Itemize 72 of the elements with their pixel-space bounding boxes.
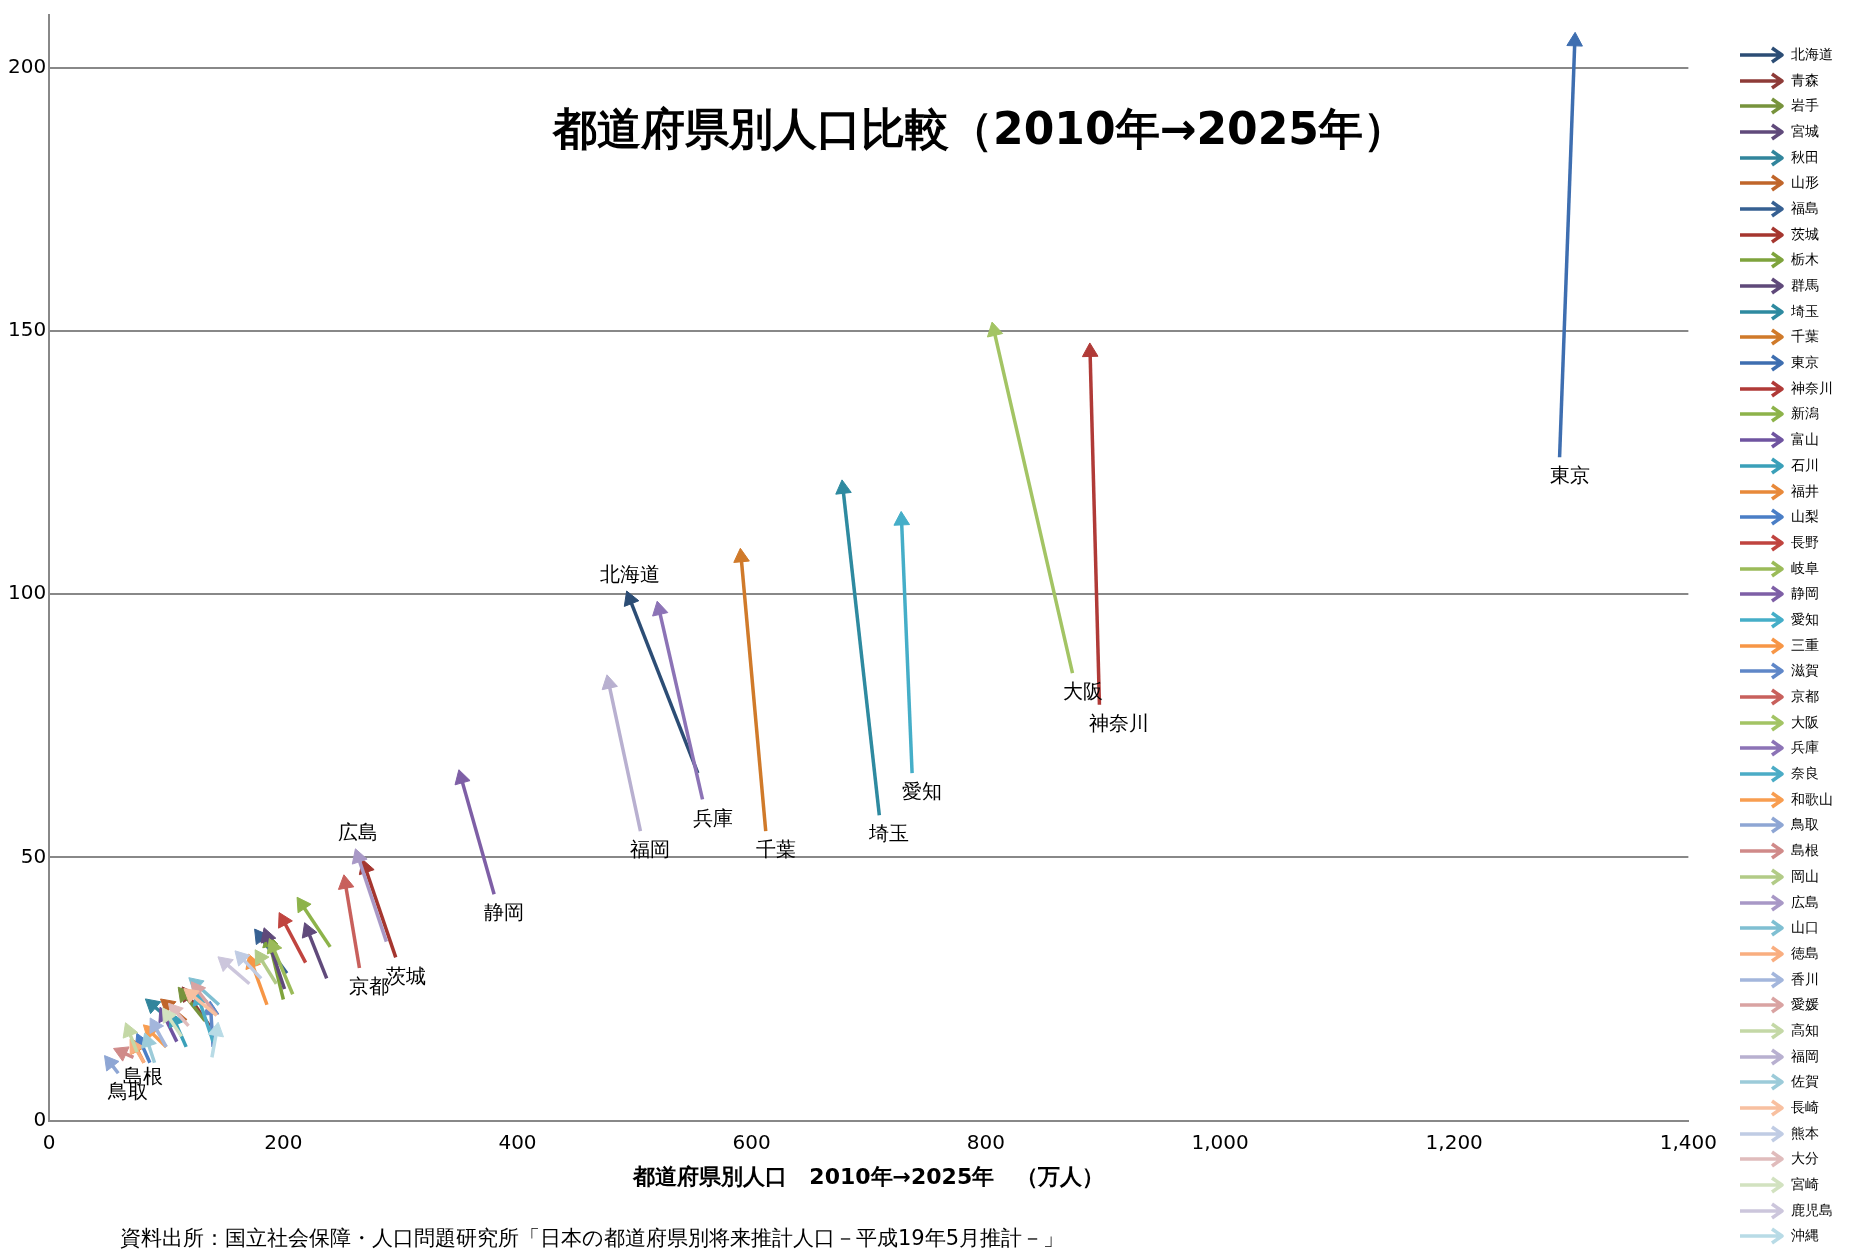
legend-label: 愛知: [1791, 610, 1819, 629]
legend-label: 山口: [1791, 919, 1819, 938]
x-tick-label: 800: [966, 1129, 1005, 1154]
legend-label: 鹿児島: [1791, 1201, 1833, 1220]
annotation: 神奈川: [1089, 710, 1150, 735]
legend-label: 奈良: [1791, 765, 1819, 784]
legend-label: 神奈川: [1791, 379, 1833, 398]
y-tick-label: 0: [33, 1106, 47, 1131]
legend-label: 岐阜: [1791, 559, 1819, 578]
x-tick-label: 1,000: [1191, 1129, 1249, 1154]
y-tick-label: 100: [7, 580, 47, 605]
legend-label: 鳥取: [1791, 816, 1819, 835]
y-tick-label: 150: [7, 317, 47, 342]
annotation: 福岡: [630, 837, 671, 862]
legend-label: 石川: [1791, 456, 1819, 475]
legend-label: 島根: [1791, 842, 1819, 861]
legend-label: 香川: [1791, 970, 1819, 989]
legend-label: 新潟: [1791, 405, 1819, 424]
legend-label: 北海道: [1791, 45, 1833, 64]
legend-label: 山形: [1791, 174, 1819, 193]
annotation: 北海道: [599, 561, 660, 586]
legend-label: 京都: [1791, 688, 1819, 707]
legend-label: 大分: [1791, 1150, 1819, 1169]
y-tick-label: 50: [20, 843, 47, 868]
y-tick-label: 200: [7, 53, 47, 78]
legend-label: 群馬: [1791, 277, 1819, 296]
legend-label: 福井: [1791, 482, 1819, 501]
legend-label: 秋田: [1791, 148, 1819, 167]
legend-label: 三重: [1791, 636, 1819, 655]
legend-label: 福島: [1791, 199, 1819, 218]
legend-label: 富山: [1791, 431, 1819, 450]
legend-label: 熊本: [1791, 1124, 1819, 1143]
x-tick-label: 1,400: [1659, 1129, 1717, 1154]
x-tick-label: 200: [264, 1129, 303, 1154]
legend-label: 滋賀: [1791, 662, 1819, 681]
legend-label: 和歌山: [1791, 790, 1833, 809]
legend-label: 高知: [1791, 1021, 1819, 1040]
legend-label: 静岡: [1791, 585, 1819, 604]
x-tick-label: 600: [732, 1129, 771, 1154]
annotation: 埼玉: [868, 821, 910, 846]
x-tick-label: 400: [498, 1129, 537, 1154]
annotation: 兵庫: [692, 805, 733, 830]
annotation: 静岡: [484, 900, 525, 925]
legend-label: 福岡: [1791, 1047, 1819, 1066]
legend-label: 兵庫: [1791, 739, 1819, 758]
annotation: 千葉: [755, 837, 796, 862]
legend-label: 山梨: [1791, 508, 1819, 527]
legend-label: 大阪: [1791, 713, 1819, 732]
annotation: 東京: [1549, 463, 1590, 488]
text: 資料出所：国立社会保障・人口問題研究所「日本の都道府県別将来推計人口－平成19年5月推計－」: [120, 1225, 1065, 1252]
legend-label: 愛媛: [1791, 996, 1819, 1015]
annotation: 愛知: [902, 779, 943, 804]
legend-label: 千葉: [1791, 328, 1819, 347]
legend-label: 茨城: [1791, 225, 1819, 244]
legend-label: 東京: [1791, 354, 1819, 373]
legend-label: 青森: [1791, 71, 1819, 90]
legend-label: 沖縄: [1791, 1227, 1819, 1246]
x-axis-title: 都道府県別人口 2010年→2025年 （万人）: [632, 1163, 1105, 1189]
legend-label: 宮城: [1791, 122, 1819, 141]
legend-label: 徳島: [1791, 944, 1819, 963]
text: 都道府県別人口比較（2010年→2025年）: [551, 102, 1408, 156]
annotation: 広島: [338, 819, 379, 844]
legend-label: 長野: [1791, 533, 1819, 552]
legend-label: 岡山: [1791, 867, 1819, 886]
legend-label: 佐賀: [1791, 1073, 1819, 1092]
legend-label: 長崎: [1791, 1099, 1819, 1118]
x-tick-label: 1,200: [1425, 1129, 1483, 1154]
legend-label: 埼玉: [1791, 302, 1819, 321]
legend-label: 広島: [1791, 893, 1819, 912]
legend-label: 宮崎: [1791, 1176, 1819, 1195]
legend-label: 岩手: [1791, 97, 1819, 116]
legend-label: 栃木: [1791, 251, 1819, 270]
